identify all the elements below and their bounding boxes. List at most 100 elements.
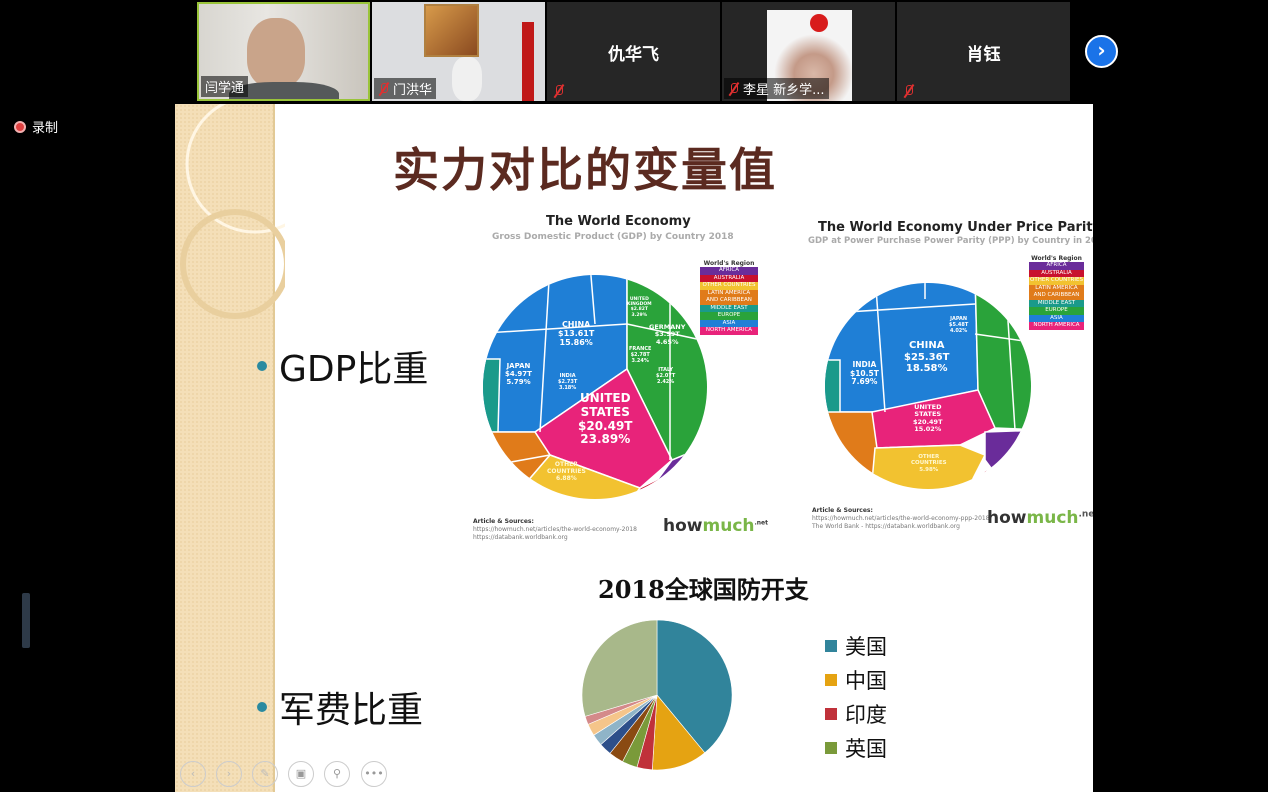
next-participants-button[interactable]: › xyxy=(1085,35,1118,68)
ppp-chart-subtitle: GDP at Power Purchase Power Parity (PPP)… xyxy=(808,236,1093,246)
chevron-right-icon: › xyxy=(1097,38,1106,62)
more-icon: ••• xyxy=(364,767,384,780)
slides-button[interactable]: ▣ xyxy=(288,761,314,787)
legend-item: AND CARIBBEAN xyxy=(700,297,758,305)
zoom-button[interactable]: ⚲ xyxy=(324,761,350,787)
next-slide-button[interactable]: › xyxy=(216,761,242,787)
pen-button[interactable]: ✎ xyxy=(252,761,278,787)
pen-icon: ✎ xyxy=(260,767,270,780)
prev-slide-button[interactable]: ‹ xyxy=(180,761,206,787)
pie-slice xyxy=(581,619,658,717)
bullet-dot xyxy=(257,702,267,712)
legend-item: LATIN AMERICA xyxy=(700,289,758,297)
decorative-circles xyxy=(180,104,285,319)
gdp-chart-title: The World Economy xyxy=(546,214,691,229)
bullet-text: 军费比重 xyxy=(279,690,424,731)
howmuch-logo: howmuch.net xyxy=(987,508,1093,528)
participant-tile-3[interactable]: 仇华飞 xyxy=(547,2,720,101)
recording-indicator[interactable]: 录制 xyxy=(14,117,58,136)
participant-status xyxy=(549,83,569,99)
legend-item: EUROPE xyxy=(1029,307,1084,315)
legend-swatch xyxy=(825,708,837,720)
legend-swatch xyxy=(825,674,837,686)
person-silhouette xyxy=(452,57,482,101)
participant-tile-5[interactable]: 肖钰 xyxy=(897,2,1070,101)
bullet-dot xyxy=(257,361,267,371)
region-latin-america xyxy=(825,411,881,489)
label-other: OTHER COUNTRIES 6.88% xyxy=(547,461,586,482)
region-australia xyxy=(973,468,1012,489)
legend-item: NORTH AMERICA xyxy=(1029,322,1084,330)
bullet-text: GDP比重 xyxy=(279,349,429,390)
mic-muted-icon xyxy=(728,82,740,96)
legend-item: ASIA xyxy=(700,319,758,327)
legend-label: 美国 xyxy=(845,635,887,659)
side-handle[interactable] xyxy=(22,593,30,648)
legend-item: MIDDLE EAST xyxy=(700,304,758,312)
legend-item: AUSTRALIA xyxy=(1029,269,1084,277)
pie-legend-item: 中国 xyxy=(825,665,887,695)
participant-tile-2[interactable]: 门洪华 xyxy=(372,2,545,101)
label-china: CHINA $13.61T 15.86% xyxy=(558,320,595,348)
participant-tile-4[interactable]: 李星 新乡学... xyxy=(722,2,895,101)
pie-legend-item: 英国 xyxy=(825,733,887,763)
legend-item: EUROPE xyxy=(700,312,758,320)
participant-name: 闫学通 xyxy=(201,76,249,97)
label-japan: JAPAN $5.48T 4.02% xyxy=(949,316,969,334)
legend-item: AFRICA xyxy=(1029,262,1084,270)
label-uk: UNITED KINGDOM $2.82T 3.29% xyxy=(627,297,652,318)
person-silhouette xyxy=(247,18,305,88)
flag xyxy=(522,22,534,101)
legend-item: MIDDLE EAST xyxy=(1029,299,1084,307)
participant-tile-1[interactable]: 闫学通 xyxy=(197,2,370,101)
slide-title: 实力对比的变量值 xyxy=(393,143,777,197)
pie-title: 2018全球国防开支 xyxy=(598,575,809,604)
record-icon xyxy=(14,120,26,133)
participant-name: 李星 新乡学... xyxy=(724,78,829,99)
label-france: FRANCE $2.78T 3.24% xyxy=(629,346,652,364)
region-middle-east xyxy=(825,359,841,421)
participant-status xyxy=(899,83,919,99)
name-text: 闫学通 xyxy=(205,81,245,96)
legend-item: NORTH AMERICA xyxy=(700,327,758,335)
pie-legend-item: 美国 xyxy=(825,631,887,661)
avatar-hat xyxy=(810,14,828,32)
gdp-sources: Article & Sources: https://howmuch.net/ar… xyxy=(473,518,637,541)
pie-legend-item: 印度 xyxy=(825,699,887,729)
more-button[interactable]: ••• xyxy=(361,761,387,787)
shared-slide: 实力对比的变量值 GDP比重 军费比重 The World Economy Gr… xyxy=(175,104,1093,792)
gdp-chart-subtitle: Gross Domestic Product (GDP) by Country … xyxy=(492,232,734,242)
mic-muted-icon xyxy=(553,84,565,98)
howmuch-logo: howmuch.net xyxy=(663,516,768,536)
label-united-states: UNITED STATES $20.49T 23.89% xyxy=(578,391,633,447)
legend-label: 印度 xyxy=(845,703,887,727)
painting xyxy=(424,4,479,57)
legend-swatch xyxy=(825,640,837,652)
label-japan: JAPAN $4.97T 5.79% xyxy=(505,362,532,387)
legend-item: AUSTRALIA xyxy=(700,274,758,282)
person-body xyxy=(229,82,339,99)
participant-name: 门洪华 xyxy=(374,78,437,99)
participant-name: 仇华飞 xyxy=(608,45,659,65)
name-text: 门洪华 xyxy=(393,83,433,98)
label-other: OTHER COUNTRIES 5.98% xyxy=(911,454,947,473)
label-italy: ITALY $2.07T 2.42% xyxy=(656,367,676,385)
region-africa xyxy=(984,429,1031,481)
label-united-states: UNITED STATES $20.49T 15.02% xyxy=(913,403,943,434)
label-germany: GERMANY $3.99T 4.65% xyxy=(649,323,686,346)
region-legend-ppp: World's Region AFRICA AUSTRALIA OTHER COUNT… xyxy=(1029,255,1084,330)
legend-item: AND CARIBBEAN xyxy=(1029,292,1084,300)
bullet-gdp: GDP比重 xyxy=(257,340,428,392)
ppp-voronoi-chart xyxy=(825,283,1031,489)
pie-slice-0 xyxy=(656,619,733,754)
ppp-sources: Article & Sources: https://howmuch.net/ar… xyxy=(812,507,990,530)
mic-muted-icon xyxy=(903,84,915,98)
gdp-voronoi-chart xyxy=(483,275,707,499)
legend-swatch xyxy=(825,742,837,754)
slides-icon: ▣ xyxy=(295,767,307,780)
legend-item: LATIN AMERICA xyxy=(1029,284,1084,292)
region-middle-east xyxy=(483,358,501,433)
record-label: 录制 xyxy=(32,121,59,136)
zoom-icon: ⚲ xyxy=(332,767,342,780)
defense-pie-chart xyxy=(581,619,733,771)
